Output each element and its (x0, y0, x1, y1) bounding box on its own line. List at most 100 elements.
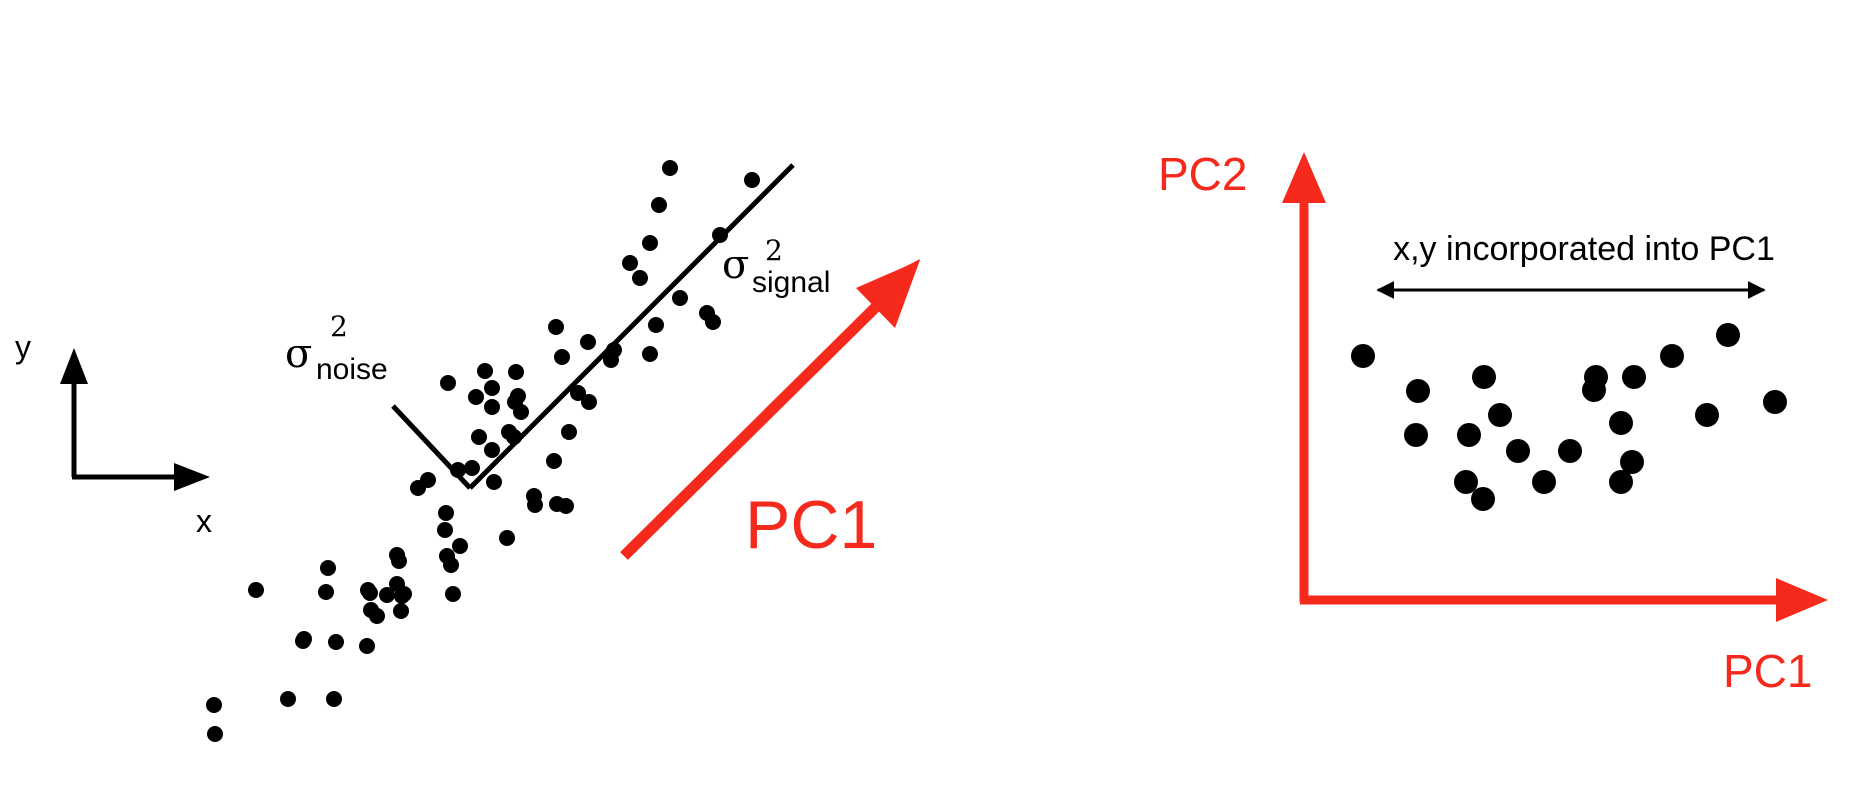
scatter-point (662, 160, 678, 176)
scatter-point (280, 691, 296, 707)
noise-exponent: 2 (330, 310, 348, 343)
scatter-point (1471, 487, 1495, 511)
scatter-point (1488, 403, 1512, 427)
scatter-point (437, 522, 453, 538)
scatter-point (379, 587, 395, 603)
scatter-point (1609, 470, 1633, 494)
scatter-point (558, 498, 574, 514)
scatter-point (248, 582, 264, 598)
axis-y-label: y (15, 329, 31, 365)
scatter-point (648, 317, 664, 333)
scatter-point (468, 389, 484, 405)
signal-variance-label: σ 2 signal (722, 234, 830, 299)
signal-line (468, 163, 795, 490)
scatter-point (438, 505, 454, 521)
left-panel: y x σ 2 noise σ 2 signal PC1 (15, 160, 920, 742)
scatter-point (581, 394, 597, 410)
pc1-arrow (620, 259, 920, 560)
scatter-point (1695, 403, 1719, 427)
left-scatter-points (206, 160, 760, 742)
scatter-point (651, 197, 667, 213)
scatter-point (452, 538, 468, 554)
pc1-label-right: PC1 (1723, 645, 1812, 697)
scatter-point (1472, 365, 1496, 389)
xy-axes: y x (15, 329, 212, 539)
scatter-point (389, 547, 405, 563)
scatter-point (513, 404, 529, 420)
scatter-point (672, 290, 688, 306)
y-arrowhead (60, 348, 88, 384)
right-scatter-points (1351, 323, 1787, 511)
axis-x-label: x (196, 503, 212, 539)
scatter-point (443, 557, 459, 573)
scatter-point (359, 638, 375, 654)
scatter-point (603, 352, 619, 368)
scatter-point (328, 634, 344, 650)
scatter-point (548, 319, 564, 335)
scatter-point (1532, 470, 1556, 494)
scatter-point (440, 375, 456, 391)
scatter-point (570, 385, 586, 401)
scatter-point (420, 472, 436, 488)
scatter-point (501, 424, 517, 440)
scatter-point (554, 349, 570, 365)
scatter-point (1506, 439, 1530, 463)
pc2-label: PC2 (1158, 148, 1247, 200)
scatter-point (484, 380, 500, 396)
scatter-point (527, 497, 543, 513)
scatter-point (1609, 411, 1633, 435)
noise-sigma: σ (285, 331, 312, 377)
noise-line (391, 404, 472, 490)
scatter-point (464, 460, 480, 476)
scatter-point (1622, 365, 1646, 389)
pc1-label-left: PC1 (745, 487, 877, 563)
scatter-point (207, 726, 223, 742)
x-arrowhead (174, 463, 210, 491)
scatter-point (396, 586, 412, 602)
scatter-point (1620, 450, 1644, 474)
scatter-point (642, 235, 658, 251)
scatter-point (1351, 344, 1375, 368)
span-label: x,y incorporated into PC1 (1393, 230, 1775, 268)
scatter-point (369, 608, 385, 624)
signal-sigma: σ (722, 242, 749, 288)
right-panel: PC2 PC1 x,y incorporated into PC1 (1158, 148, 1828, 697)
scatter-point (471, 429, 487, 445)
scatter-point (1660, 344, 1684, 368)
scatter-point (484, 399, 500, 415)
scatter-point (1457, 423, 1481, 447)
scatter-point (326, 691, 342, 707)
scatter-point (632, 270, 648, 286)
scatter-point (508, 364, 524, 380)
scatter-point (1716, 323, 1740, 347)
scatter-point (484, 442, 500, 458)
pc2-arrowhead (1282, 152, 1326, 203)
scatter-point (318, 584, 334, 600)
scatter-point (1558, 439, 1582, 463)
scatter-point (561, 424, 577, 440)
scatter-point (206, 697, 222, 713)
scatter-point (580, 334, 596, 350)
scatter-point (1763, 390, 1787, 414)
scatter-point (295, 633, 311, 649)
scatter-point (546, 453, 562, 469)
scatter-point (486, 474, 502, 490)
pc1-arrowhead (1776, 578, 1828, 622)
signal-subscript: signal (752, 266, 830, 299)
scatter-point (744, 172, 760, 188)
signal-exponent: 2 (765, 234, 783, 267)
scatter-point (705, 314, 721, 330)
noise-variance-label: σ 2 noise (285, 310, 388, 386)
scatter-point (393, 603, 409, 619)
scatter-point (1454, 470, 1478, 494)
scatter-point (1582, 378, 1606, 402)
scatter-point (1404, 423, 1428, 447)
noise-subscript: noise (316, 353, 388, 386)
scatter-point (477, 363, 493, 379)
scatter-point (622, 255, 638, 271)
scatter-point (320, 560, 336, 576)
scatter-point (445, 586, 461, 602)
scatter-point (1406, 379, 1430, 403)
scatter-point (499, 530, 515, 546)
